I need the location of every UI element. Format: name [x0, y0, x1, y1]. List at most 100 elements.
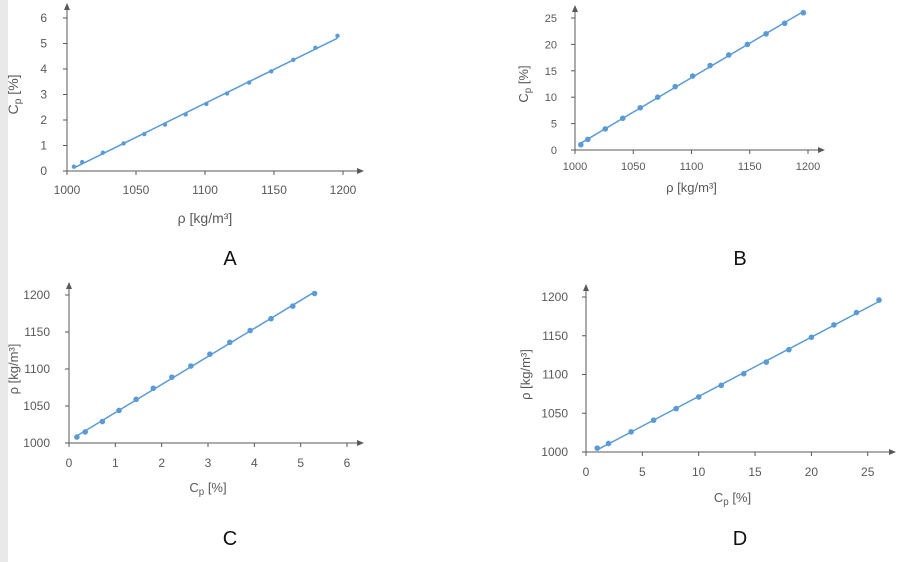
- window-edge: [0, 0, 8, 562]
- data-point: [725, 52, 732, 58]
- y-tick-label: 1050: [541, 406, 568, 420]
- data-point: [224, 91, 230, 96]
- data-point: [602, 126, 609, 132]
- data-point: [100, 150, 106, 155]
- data-point: [99, 418, 106, 425]
- y-tick-label: 1100: [542, 368, 568, 382]
- y-tick-label: 5: [551, 119, 557, 131]
- data-point: [188, 363, 194, 369]
- x-tick-label: 1100: [680, 161, 704, 173]
- x-tick-label: 1000: [563, 161, 587, 173]
- panel-label-a: A: [223, 248, 237, 270]
- data-point: [605, 440, 612, 447]
- chart-c: 0 1 2 3 4 5 6 1000 1050 1100 1150 1200 Cp [%] ρ [kg/m…: [6, 282, 364, 498]
- x-tick-label: 5: [639, 465, 646, 479]
- y-tick-label: 1: [40, 139, 47, 153]
- data-point: [786, 346, 792, 353]
- y-tick-label: 4: [40, 62, 47, 76]
- data-point: [673, 405, 679, 412]
- data-point: [594, 445, 601, 451]
- y-tick-label: 10: [545, 92, 557, 104]
- y-tick-label: 0: [551, 145, 557, 157]
- data-point: [269, 69, 274, 74]
- data-point: [578, 141, 584, 148]
- data-point: [585, 136, 591, 143]
- data-point: [71, 164, 77, 169]
- data-point: [162, 122, 168, 127]
- data-point: [695, 394, 702, 400]
- data-point: [654, 94, 661, 100]
- data-point: [226, 339, 233, 346]
- data-point: [831, 322, 837, 328]
- trendline-c: [76, 291, 315, 437]
- y-tick-label: 1050: [23, 399, 50, 413]
- data-point: [247, 327, 253, 334]
- y-tick-label: 5: [40, 37, 47, 51]
- chart-d: 0 5 10 15 20 25 1000 1050 1100 1150 1200 Cp [%] ρ [k…: [518, 284, 896, 508]
- data-point: [876, 297, 882, 303]
- data-point: [637, 104, 644, 111]
- data-point: [133, 396, 139, 403]
- x-tick-label: 1150: [261, 183, 287, 197]
- x-tick-label: 1050: [123, 183, 150, 197]
- x-axis-label-a: ρ [kg/m³]: [178, 210, 233, 226]
- data-point: [689, 73, 696, 79]
- x-tick-label: 20: [805, 465, 819, 479]
- y-tick-label: 2: [40, 113, 47, 127]
- y-tick-label: 25: [545, 13, 557, 25]
- data-point: [808, 334, 815, 341]
- data-point: [628, 429, 634, 435]
- data-point: [74, 434, 80, 440]
- data-point: [672, 83, 678, 90]
- x-tick-label: 6: [344, 456, 351, 470]
- panel-label-c: C: [222, 528, 238, 550]
- x-tick-label: 3: [205, 456, 212, 470]
- data-point: [207, 351, 213, 358]
- x-tick-label: 1100: [192, 183, 218, 197]
- data-point: [781, 20, 788, 27]
- y-tick-label: 1150: [542, 329, 568, 343]
- data-point: [289, 303, 296, 309]
- data-point: [707, 62, 713, 69]
- data-point: [169, 374, 175, 380]
- x-tick-label: 1200: [796, 161, 820, 173]
- x-axis-label-c: Cp [%]: [189, 480, 226, 498]
- data-point: [150, 385, 157, 392]
- y-tick-label: 1200: [23, 288, 50, 302]
- data-point: [268, 315, 274, 322]
- x-tick-label: 1: [112, 456, 119, 470]
- y-axis-label-d: ρ [kg/m³]: [518, 349, 533, 400]
- y-axis-label-c: ρ [kg/m³]: [6, 344, 21, 395]
- data-point: [82, 429, 89, 435]
- x-tick-label: 1200: [330, 183, 357, 197]
- data-point: [853, 309, 860, 316]
- data-point: [763, 31, 769, 37]
- x-tick-label: 4: [251, 456, 258, 470]
- data-point: [619, 115, 626, 122]
- data-point: [311, 290, 318, 297]
- x-tick-label: 10: [692, 465, 706, 479]
- panel-label-b: B: [733, 248, 747, 270]
- data-point: [291, 57, 296, 63]
- y-tick-label: 15: [545, 66, 557, 78]
- data-point: [335, 33, 340, 39]
- y-axis-label-a: Cp [%]: [5, 74, 24, 114]
- y-tick-label: 1200: [541, 290, 568, 304]
- data-point: [204, 101, 209, 107]
- y-tick-label: 1150: [24, 325, 50, 339]
- data-point: [800, 9, 807, 16]
- x-tick-label: 1050: [621, 161, 645, 173]
- y-tick-label: 1000: [23, 436, 50, 450]
- y-tick-label: 1000: [541, 445, 568, 459]
- x-tick-label: 0: [66, 456, 73, 470]
- chart-b: 1000 1050 1100 1150 1200 0 5 10 15 20 25 ρ [kg/m³] C…: [516, 5, 825, 195]
- y-tick-label: 20: [545, 39, 557, 51]
- data-point: [744, 41, 751, 48]
- y-tick-label: 1100: [24, 362, 50, 376]
- data-point: [116, 407, 122, 414]
- data-point: [79, 159, 85, 165]
- x-axis-label-d: Cp [%]: [714, 490, 751, 508]
- data-point: [183, 112, 188, 117]
- data-point: [313, 45, 318, 51]
